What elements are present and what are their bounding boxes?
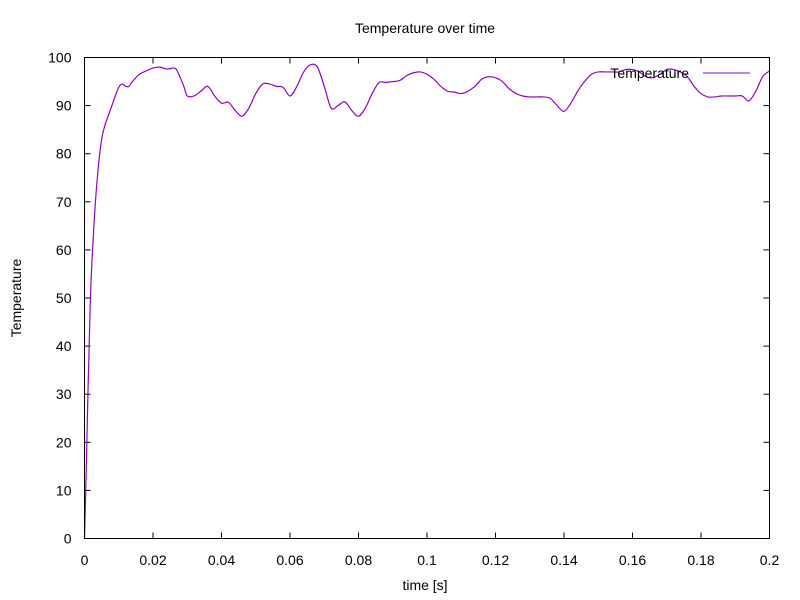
x-tick-label: 0.02: [139, 552, 166, 568]
y-tick-label: 20: [56, 434, 72, 450]
legend-label: Temperature: [610, 65, 689, 81]
plot-series: [83, 63, 770, 539]
y-tick-label: 30: [56, 386, 72, 402]
y-tick-label: 0: [64, 531, 72, 547]
x-axis-label: time [s]: [402, 577, 447, 593]
x-tick-label: 0.08: [345, 552, 372, 568]
chart-title: Temperature over time: [355, 20, 495, 36]
y-tick-label: 50: [56, 290, 72, 306]
x-tick-label: 0.1: [417, 552, 437, 568]
y-tick-label: 100: [48, 50, 72, 66]
series-line-0: [83, 63, 770, 539]
x-tick-label: 0.2: [760, 552, 780, 568]
x-tick-label: 0: [81, 552, 89, 568]
y-tick-label: 10: [56, 482, 72, 498]
y-axis-label: Temperature: [8, 258, 24, 337]
legend: Temperature: [610, 65, 750, 81]
y-tick-label: 90: [56, 98, 72, 114]
x-tick-label: 0.06: [276, 552, 303, 568]
y-tick-label: 80: [56, 146, 72, 162]
plot-frame: [84, 57, 770, 539]
x-tick-label: 0.14: [550, 552, 577, 568]
y-tick-label: 40: [56, 338, 72, 354]
axis-ticks: 0 0.02 0.04 0.06 0.08 0.1 0.12 0.14 0.16 0.18 0.2 0…: [48, 50, 779, 569]
y-tick-label: 70: [56, 194, 72, 210]
x-tick-label: 0.12: [482, 552, 509, 568]
x-tick-label: 0.18: [687, 552, 714, 568]
y-tick-label: 60: [56, 242, 72, 258]
x-tick-label: 0.04: [208, 552, 235, 568]
x-tick-label: 0.16: [619, 552, 646, 568]
